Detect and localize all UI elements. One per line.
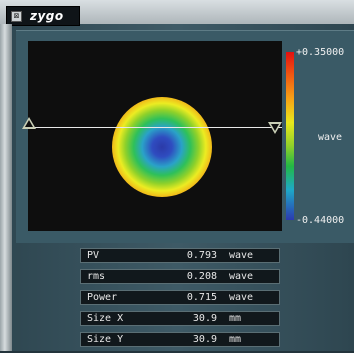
stat-label: rms <box>87 271 106 282</box>
stat-row-size-y: Size Y 30.9 mm <box>80 332 280 347</box>
profile-slice-line[interactable] <box>28 127 282 128</box>
stat-value: 30.9 <box>192 334 217 345</box>
title-bar: ⊠ zygo <box>0 0 354 26</box>
stat-value: 0.715 <box>186 292 217 303</box>
slice-left-handle-icon[interactable] <box>22 117 36 129</box>
stat-value: 0.208 <box>186 271 217 282</box>
stat-row-rms: rms 0.208 wave <box>80 269 280 284</box>
stat-label: Power <box>87 292 118 303</box>
statistics-table: PV 0.793 wave rms 0.208 wave Power 0.715… <box>80 248 284 353</box>
surface-map-plot[interactable] <box>22 41 282 231</box>
stat-label: Size Y <box>87 334 124 345</box>
stat-row-power: Power 0.715 wave <box>80 290 280 305</box>
slice-right-handle-icon[interactable] <box>268 122 282 134</box>
surface-height-map <box>112 97 212 197</box>
stat-unit: mm <box>229 313 242 324</box>
stat-value: 30.9 <box>192 313 217 324</box>
stat-unit: wave <box>229 250 254 261</box>
color-scale-bar <box>286 52 294 220</box>
window-frame-left <box>0 24 12 351</box>
stat-unit: mm <box>229 334 242 345</box>
color-scale-max: +0.35000 <box>296 47 345 58</box>
stat-row-size-x: Size X 30.9 mm <box>80 311 280 326</box>
stat-unit: wave <box>229 271 254 282</box>
app-tab[interactable]: ⊠ zygo <box>6 6 80 26</box>
stat-label: Size X <box>87 313 124 324</box>
color-scale-unit: wave <box>318 132 343 143</box>
stat-row-pv: PV 0.793 wave <box>80 248 280 263</box>
color-scale-min: -0.44000 <box>296 215 345 226</box>
stat-value: 0.793 <box>186 250 217 261</box>
close-icon[interactable]: ⊠ <box>11 10 22 22</box>
stat-label: PV <box>87 250 100 261</box>
stat-unit: wave <box>229 292 254 303</box>
zygo-logo: zygo <box>30 9 64 23</box>
